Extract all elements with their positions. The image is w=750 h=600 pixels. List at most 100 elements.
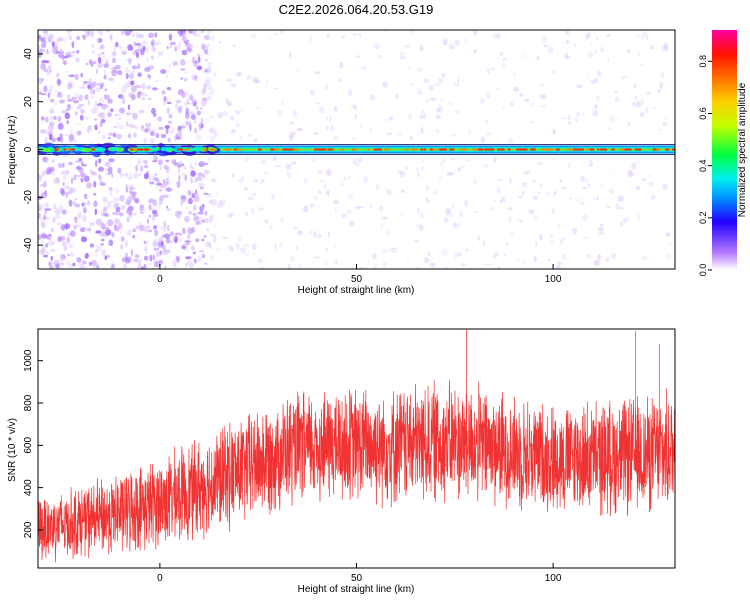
noise-speck xyxy=(132,34,135,37)
noise-speck xyxy=(496,178,504,181)
noise-speck xyxy=(636,34,640,38)
noise-speck xyxy=(59,99,65,104)
spectrogram-y-ticks: -40 -20 0 20 40 xyxy=(23,48,43,252)
noise-speck xyxy=(589,41,592,45)
noise-speck xyxy=(205,67,211,75)
noise-speck xyxy=(192,251,196,255)
band-streak xyxy=(314,148,320,151)
noise-speck xyxy=(310,90,315,96)
noise-speck xyxy=(178,41,181,49)
noise-speck xyxy=(165,74,169,79)
noise-speck xyxy=(125,67,128,70)
noise-speck xyxy=(195,238,200,243)
noise-speck xyxy=(118,222,123,230)
noise-speck xyxy=(201,100,205,108)
noise-speck xyxy=(588,163,594,167)
noise-speck xyxy=(653,107,657,110)
noise-speck xyxy=(169,231,174,237)
noise-speck xyxy=(143,264,146,269)
noise-speck xyxy=(201,253,205,259)
colorbar-ticks: 0.0 0.2 0.4 0.6 0.8 xyxy=(698,55,712,276)
noise-speck xyxy=(621,75,628,79)
noise-speck xyxy=(50,248,56,253)
noise-speck xyxy=(263,171,269,175)
noise-speck xyxy=(584,237,588,239)
band-streak xyxy=(460,148,467,151)
noise-speck xyxy=(85,30,89,38)
noise-speck xyxy=(164,125,170,129)
noise-speck xyxy=(82,260,87,265)
noise-speck xyxy=(68,74,75,78)
noise-speck xyxy=(42,171,45,178)
noise-speck xyxy=(44,116,49,123)
noise-speck xyxy=(95,230,102,234)
noise-speck xyxy=(88,222,95,228)
noise-speck xyxy=(666,253,672,260)
noise-speck xyxy=(637,51,641,58)
noise-speck xyxy=(150,55,154,60)
noise-speck xyxy=(113,45,117,52)
noise-speck xyxy=(210,48,213,51)
noise-speck xyxy=(565,30,570,35)
noise-speck xyxy=(181,196,187,202)
noise-speck xyxy=(134,254,140,258)
noise-speck xyxy=(346,209,353,215)
noise-speck xyxy=(473,49,477,54)
noise-speck xyxy=(79,86,85,89)
noise-speck xyxy=(208,91,214,97)
noise-speck xyxy=(66,120,69,125)
noise-speck xyxy=(154,173,158,176)
noise-speck xyxy=(166,173,169,180)
spectrogram-panel: 0 50 100 -40 -20 0 20 40 Height of straight li… xyxy=(7,29,676,296)
noise-speck xyxy=(135,84,142,89)
noise-speck xyxy=(567,114,571,121)
band-streak xyxy=(542,148,547,151)
noise-speck xyxy=(143,255,149,261)
colorbar: 0.0 0.2 0.4 0.6 0.8 Normalized spectral ampl… xyxy=(698,30,748,276)
noise-speck xyxy=(183,40,189,45)
noise-speck xyxy=(98,97,104,105)
noise-speck xyxy=(69,244,74,249)
noise-speck xyxy=(49,265,55,269)
noise-speck xyxy=(187,190,192,196)
noise-speck xyxy=(347,175,351,180)
noise-speck xyxy=(209,135,216,143)
noise-speck xyxy=(598,232,605,235)
noise-speck xyxy=(458,222,461,228)
noise-speck xyxy=(207,65,212,73)
noise-speck xyxy=(164,252,169,256)
noise-speck xyxy=(503,253,506,256)
noise-speck xyxy=(60,262,65,266)
noise-speck xyxy=(122,108,126,115)
noise-speck xyxy=(74,216,78,224)
noise-speck xyxy=(117,167,122,174)
noise-speck xyxy=(62,181,65,187)
noise-speck xyxy=(174,45,178,52)
noise-speck xyxy=(196,239,199,243)
noise-speck xyxy=(310,156,317,163)
noise-speck xyxy=(77,94,84,102)
noise-speck xyxy=(143,129,149,134)
noise-speck xyxy=(169,130,175,134)
snr-y-tick-label: 200 xyxy=(23,521,34,538)
noise-speck xyxy=(523,183,526,186)
noise-speck xyxy=(136,91,141,99)
noise-speck xyxy=(427,251,431,256)
noise-speck xyxy=(155,255,158,262)
noise-speck xyxy=(644,107,649,113)
noise-speck xyxy=(399,170,406,178)
noise-speck xyxy=(600,46,604,53)
noise-speck xyxy=(138,258,143,262)
noise-speck xyxy=(64,185,70,190)
noise-speck xyxy=(101,103,107,110)
noise-speck xyxy=(57,163,64,168)
noise-speck xyxy=(86,182,92,189)
noise-speck xyxy=(539,93,547,100)
band-streak xyxy=(55,148,59,151)
noise-speck xyxy=(257,258,264,264)
noise-speck xyxy=(506,242,509,246)
spectrogram-x-ticks: 0 50 100 xyxy=(157,264,562,285)
noise-speck xyxy=(97,166,105,172)
noise-speck xyxy=(56,222,62,225)
